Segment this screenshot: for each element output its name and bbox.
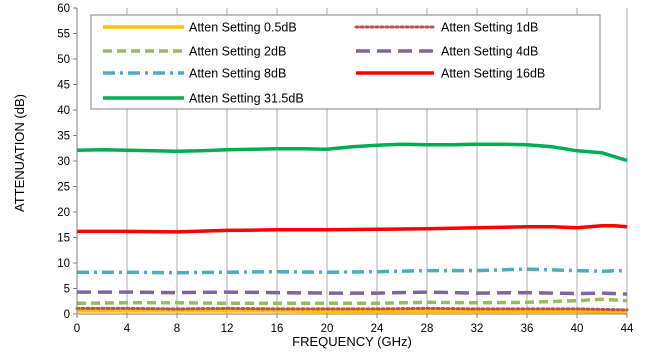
y-axis-title: ATTENUATION (dB) — [12, 94, 27, 212]
y-tick-label-45: 45 — [57, 80, 70, 92]
x-tick-label-8: 8 — [174, 323, 180, 335]
series-line-6 — [77, 224, 628, 234]
x-tick-labels: 0 4 8 12 16 20 24 28 32 36 40 44 — [74, 323, 634, 335]
x-tick-label-36: 36 — [521, 323, 534, 335]
series-line-5 — [77, 267, 628, 275]
x-tick-label-20: 20 — [321, 323, 334, 335]
x-tick-label-24: 24 — [371, 323, 384, 335]
x-tick-label-12: 12 — [221, 323, 234, 335]
series-line-4 — [77, 290, 628, 296]
legend-label-6: Atten Setting 16dB — [441, 67, 545, 81]
x-tick-label-16: 16 — [271, 323, 284, 335]
x-tick-label-28: 28 — [421, 323, 434, 335]
series-line-7 — [76, 142, 628, 163]
legend-label-1: Atten Setting 0.5dB — [189, 21, 297, 35]
y-tick-label-40: 40 — [57, 105, 70, 117]
legend-label-4: Atten Setting 4dB — [441, 45, 538, 59]
y-tick-label-50: 50 — [57, 54, 70, 66]
x-tick-label-0: 0 — [74, 323, 80, 335]
y-tick-label-10: 10 — [57, 258, 70, 270]
y-tick-label-35: 35 — [57, 131, 70, 143]
y-tick-label-30: 30 — [57, 156, 70, 168]
series-lines — [75, 142, 629, 314]
legend: Atten Setting 0.5dB Atten Setting 1dB Atte… — [90, 14, 601, 110]
y-tick-label-60: 60 — [57, 3, 70, 15]
axes — [73, 7, 628, 318]
y-tick-labels: 0 5 10 15 20 25 30 35 40 45 50 55 60 — [57, 3, 70, 321]
series-line-3 — [76, 297, 628, 306]
y-tick-label-15: 15 — [57, 233, 70, 245]
legend-box — [90, 14, 601, 110]
y-tick-label-0: 0 — [64, 309, 70, 321]
x-tick-label-40: 40 — [571, 323, 584, 335]
y-tick-label-20: 20 — [57, 207, 70, 219]
x-tick-label-32: 32 — [471, 323, 484, 335]
x-axis-title: FREQUENCY (GHz) — [292, 334, 412, 349]
legend-label-3: Atten Setting 2dB — [189, 45, 286, 59]
y-tick-label-5: 5 — [64, 284, 70, 296]
legend-label-7: Atten Setting 31.5dB — [189, 92, 304, 106]
legend-label-2: Atten Setting 1dB — [441, 21, 538, 35]
x-tick-label-44: 44 — [621, 323, 634, 335]
y-tick-label-55: 55 — [57, 29, 70, 41]
x-tick-label-4: 4 — [124, 323, 131, 335]
series-line-1 — [77, 309, 627, 314]
y-tick-label-25: 25 — [57, 182, 70, 194]
legend-label-5: Atten Setting 8dB — [189, 67, 286, 81]
series-line-2 — [75, 306, 629, 312]
